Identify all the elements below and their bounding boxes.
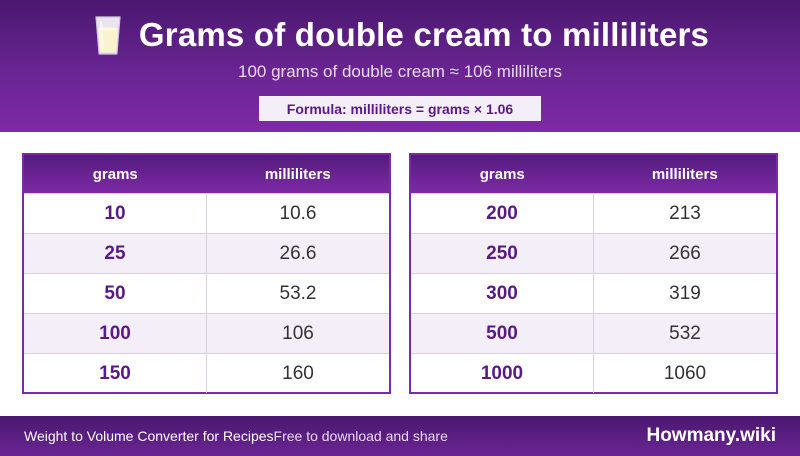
- grams-cell: 25: [24, 234, 207, 273]
- brand-logo-text[interactable]: Howmany.wiki: [646, 425, 776, 446]
- table-row: 200 213: [411, 193, 776, 233]
- glass-of-milk-icon: [91, 14, 125, 56]
- milliliters-cell: 106: [282, 322, 314, 344]
- column-header-milliliters: milliliters: [651, 165, 718, 183]
- milliliters-cell: 266: [669, 242, 701, 264]
- table-row: 50 53.2: [24, 273, 389, 313]
- table-row: 500 532: [411, 313, 776, 353]
- grams-cell: 100: [24, 314, 207, 353]
- conversion-table-right: grams milliliters 200 213 250 266 300 31…: [409, 153, 778, 394]
- formula-badge: Formula: milliliters = grams × 1.06: [259, 96, 541, 121]
- grams-cell: 200: [411, 194, 594, 233]
- milliliters-cell: 10.6: [279, 202, 317, 224]
- milliliters-cell: 213: [669, 202, 701, 224]
- title-row: Grams of double cream to milliliters: [0, 12, 800, 58]
- table-row: 300 319: [411, 273, 776, 313]
- footer-converter-text: Weight to Volume Converter for Recipes: [24, 428, 274, 444]
- footer-caption: Weight to Volume Converter for Recipes F…: [24, 416, 448, 456]
- milliliters-cell: 319: [669, 282, 701, 304]
- grams-cell: 10: [24, 194, 207, 233]
- footer-bar: Weight to Volume Converter for Recipes F…: [0, 416, 800, 456]
- page-title: Grams of double cream to milliliters: [138, 16, 710, 53]
- milliliters-cell: 26.6: [279, 242, 317, 264]
- table-row: 25 26.6: [24, 233, 389, 273]
- table-row: 1000 1060: [411, 353, 776, 393]
- column-header-grams: grams: [479, 165, 525, 183]
- milliliters-cell: 53.2: [279, 282, 317, 304]
- column-header-grams: grams: [92, 165, 138, 183]
- table-header: grams milliliters: [411, 155, 776, 193]
- conversion-table-left: grams milliliters 10 10.6 25 26.6 50 53.…: [22, 153, 391, 394]
- milliliters-cell: 532: [669, 322, 701, 344]
- grams-cell: 250: [411, 234, 594, 273]
- table-row: 250 266: [411, 233, 776, 273]
- grams-cell: 1000: [411, 354, 594, 393]
- table-header: grams milliliters: [24, 155, 389, 193]
- table-row: 10 10.6: [24, 193, 389, 233]
- table-row: 100 106: [24, 313, 389, 353]
- header-banner: Grams of double cream to milliliters 100…: [0, 0, 800, 132]
- grams-cell: 150: [24, 354, 207, 393]
- table-row: 150 160: [24, 353, 389, 393]
- grams-cell: 300: [411, 274, 594, 313]
- page-subtitle: 100 grams of double cream ≈ 106 millilit…: [238, 62, 562, 81]
- milliliters-cell: 160: [282, 362, 314, 384]
- footer-share-text: Free to download and share: [273, 428, 448, 444]
- grams-cell: 50: [24, 274, 207, 313]
- milliliters-cell: 1060: [663, 362, 707, 384]
- grams-cell: 500: [411, 314, 594, 353]
- column-header-milliliters: milliliters: [264, 165, 331, 183]
